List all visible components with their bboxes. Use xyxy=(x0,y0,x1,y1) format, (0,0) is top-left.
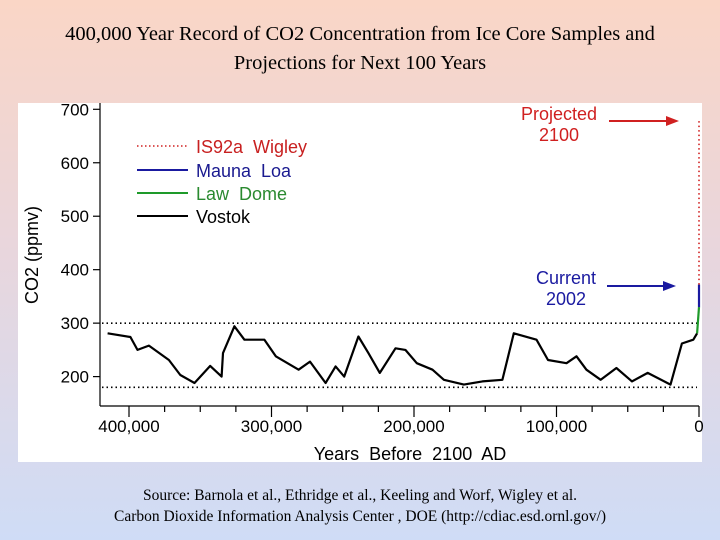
y-tick-label: 600 xyxy=(61,154,89,173)
source-line-2: Carbon Dioxide Information Analysis Cent… xyxy=(113,508,607,525)
annotation-current-line1: Current xyxy=(536,268,596,288)
x-tick-label: 400,000 xyxy=(98,417,159,436)
title-line-1: 400,000 Year Record of CO2 Concentration… xyxy=(65,23,655,45)
legend-label-law-dome: Law Dome xyxy=(196,184,287,204)
x-tick-label: 0 xyxy=(694,417,703,436)
chart-panel xyxy=(18,103,702,462)
slide-title: 400,000 Year Record of CO2 Concentration… xyxy=(0,20,720,78)
title-line-2: Projections for Next 100 Years xyxy=(233,52,487,74)
y-tick-label: 200 xyxy=(61,368,89,387)
arrow-current-head xyxy=(663,281,676,291)
source-line-1: Source: Barnola et al., Ethridge et al.,… xyxy=(143,487,577,504)
y-tick-label: 300 xyxy=(61,314,89,333)
source-citation: Source: Barnola et al., Ethridge et al.,… xyxy=(0,485,720,527)
x-tick-label: 300,000 xyxy=(241,417,302,436)
y-tick-label: 500 xyxy=(61,207,89,226)
legend-label-is92a: IS92a Wigley xyxy=(196,137,307,157)
annotation-projected: Projected 2100 xyxy=(521,104,679,145)
legend: IS92a Wigley Mauna Loa Law Dome Vostok xyxy=(137,137,307,227)
annotation-projected-line1: Projected xyxy=(521,104,597,124)
annotation-projected-line2: 2100 xyxy=(539,125,579,145)
annotation-current: Current 2002 xyxy=(536,268,676,309)
legend-label-mauna-loa: Mauna Loa xyxy=(196,161,292,181)
arrow-projected-head xyxy=(666,116,679,126)
y-tick-label: 400 xyxy=(61,261,89,280)
y-tick-label: 700 xyxy=(61,100,89,119)
annotation-current-line2: 2002 xyxy=(546,289,586,309)
series-vostok xyxy=(107,325,699,386)
series-law-dome xyxy=(696,307,701,334)
x-axis-label: Years Before 2100 AD xyxy=(314,444,506,464)
x-tick-label: 100,000 xyxy=(526,417,587,436)
legend-label-vostok: Vostok xyxy=(196,207,251,227)
y-axis-label: CO2 (ppmv) xyxy=(22,206,42,304)
x-tick-label: 200,000 xyxy=(383,417,444,436)
